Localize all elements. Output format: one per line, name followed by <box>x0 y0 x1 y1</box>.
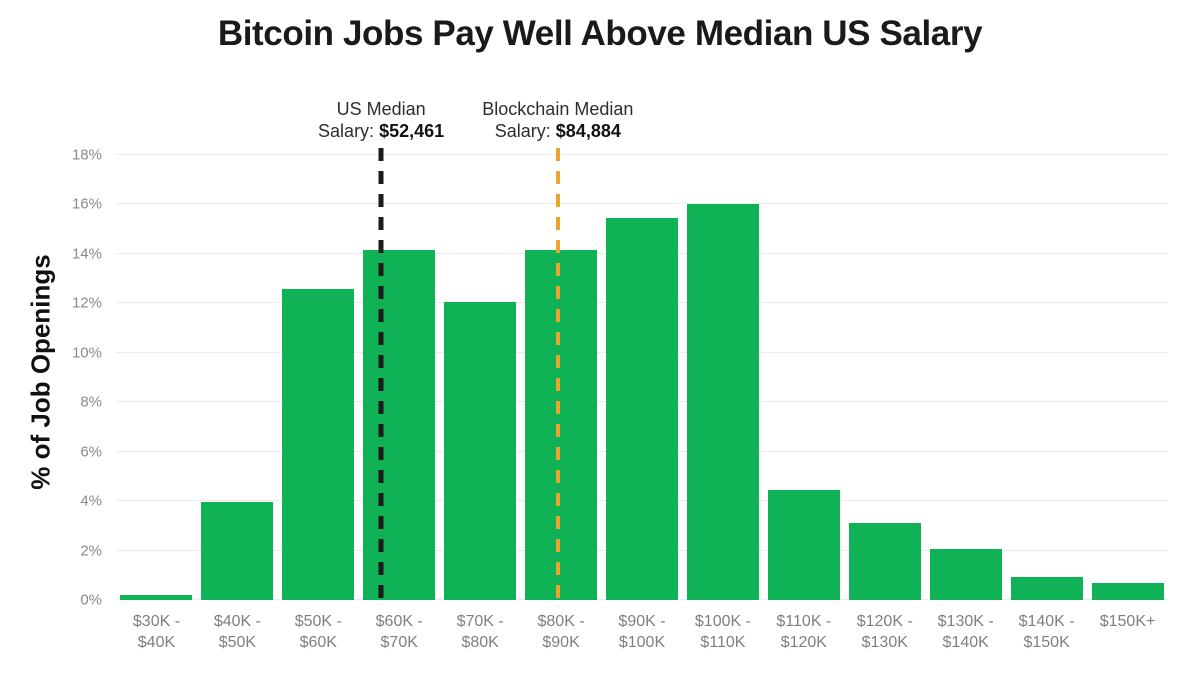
us-median-label-line2: Salary: $52,461 <box>318 121 445 141</box>
gridline <box>116 203 1168 205</box>
x-tick-label: $50K - $60K <box>294 613 342 651</box>
x-tick-label: $70K - $80K <box>456 613 504 651</box>
blockchain-median-label: Blockchain Median Salary: $84,884 <box>482 98 633 142</box>
bar <box>201 502 274 600</box>
bar <box>929 549 1002 600</box>
bar-slot <box>1006 155 1087 600</box>
x-tick-label: $30K - $40K <box>132 613 181 651</box>
bar-slot <box>521 155 602 600</box>
bar <box>363 250 436 600</box>
blockchain-median-label-line2: Salary: $84,884 <box>494 121 621 141</box>
x-tick-label: $100K - $110K <box>694 613 751 651</box>
y-tick-label: 8% <box>80 393 102 411</box>
y-tick-label: 0% <box>80 591 102 609</box>
x-tick-label: $110K - $120K <box>776 613 832 651</box>
bar-slot <box>440 155 521 600</box>
y-tick-label: 6% <box>80 443 102 461</box>
bar <box>686 204 759 600</box>
bar-slot <box>197 155 278 600</box>
chart-title: Bitcoin Jobs Pay Well Above Median US Sa… <box>217 14 983 53</box>
y-tick-label: 2% <box>80 542 102 560</box>
us-median-label-line1: US Median <box>336 99 426 119</box>
plot-area <box>116 148 1168 600</box>
y-tick-label: 10% <box>71 344 102 362</box>
bar <box>605 218 678 600</box>
bar-slot <box>359 155 440 600</box>
x-tick-label: $60K - $70K <box>375 613 423 651</box>
bar-slot <box>1087 155 1168 600</box>
x-tick-label: $120K - $130K <box>856 613 913 651</box>
bar <box>282 288 355 600</box>
x-tick-label: $90K - $100K <box>618 613 666 651</box>
bar-slot <box>925 155 1006 600</box>
bar-slot <box>116 155 197 600</box>
us-median-line <box>378 148 384 600</box>
blockchain-median-value: $84,884 <box>555 121 621 141</box>
x-tick-label: $130K - $140K <box>937 613 994 651</box>
y-tick-label: 16% <box>71 195 102 213</box>
bar-slot <box>278 155 359 600</box>
bar <box>525 250 598 600</box>
bar-slot <box>844 155 925 600</box>
blockchain-median-label-line1: Blockchain Median <box>482 99 634 119</box>
x-axis-labels: $30K - $40K $40K - $50K $50K - $60K $60K - … <box>116 611 1168 653</box>
blockchain-median-line <box>555 148 560 600</box>
x-tick-label: $80K - $90K <box>537 613 585 651</box>
bars-container <box>116 155 1168 600</box>
bar-slot <box>763 155 844 600</box>
y-tick-label: 12% <box>71 294 102 312</box>
bar <box>1010 576 1083 600</box>
y-tick-label: 14% <box>71 245 102 263</box>
y-axis-ticks: 0% 2% 4% 6% 8% 10% 12% 14% 16% 18% <box>0 148 110 608</box>
bar-slot <box>682 155 763 600</box>
us-median-label: US Median Salary: $52,461 <box>318 98 444 142</box>
bar <box>848 523 921 600</box>
bar <box>444 302 517 600</box>
x-tick-label: $150K+ <box>1099 613 1156 630</box>
x-tick-label: $140K - $150K <box>1018 613 1075 651</box>
y-tick-label: 18% <box>71 146 102 164</box>
gridline <box>116 154 1168 155</box>
us-median-value: $52,461 <box>379 121 445 141</box>
bar <box>1091 582 1164 600</box>
x-tick-label: $40K - $50K <box>213 613 261 651</box>
bar <box>767 490 840 600</box>
y-tick-label: 4% <box>80 492 102 510</box>
bar-slot <box>602 155 683 600</box>
bar <box>120 595 193 600</box>
